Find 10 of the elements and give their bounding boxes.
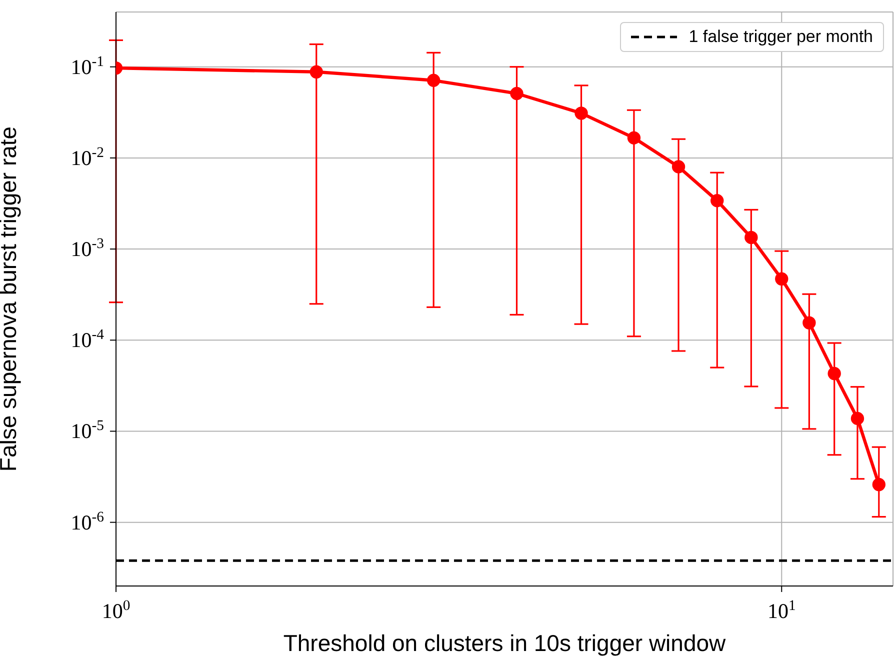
- y-tick-label: 10$^{-4}$: [70, 327, 105, 352]
- x-axis-title: Threshold on clusters in 10s trigger window: [283, 630, 726, 656]
- legend-label: 1 false trigger per month: [688, 27, 873, 47]
- x-tick-label: 10$^{0}$: [102, 598, 130, 623]
- x-tick-label: 10$^{1}$: [767, 598, 796, 623]
- y-tick-label: 10$^{-6}$: [70, 509, 104, 534]
- y-tick-label: 10$^{-2}$: [70, 144, 104, 170]
- y-tick-label: 10$^{-3}$: [70, 236, 104, 262]
- y-tick-label: 10$^{-5}$: [70, 418, 104, 444]
- y-tick-label: 10$^{-1}$: [70, 54, 104, 79]
